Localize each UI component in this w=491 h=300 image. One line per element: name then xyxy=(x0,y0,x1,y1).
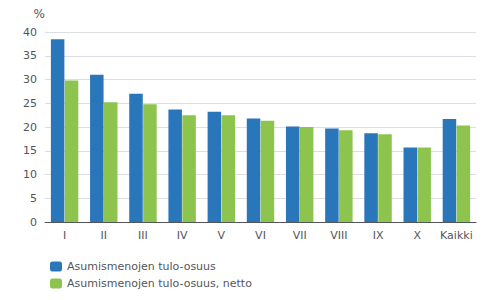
svg-text:III: III xyxy=(138,229,148,242)
svg-text:V: V xyxy=(218,229,226,242)
svg-text:VI: VI xyxy=(255,229,266,242)
svg-text:40: 40 xyxy=(23,26,37,39)
svg-text:30: 30 xyxy=(23,73,37,86)
svg-text:Asumismenojen tulo-osuus, nett: Asumismenojen tulo-osuus, netto xyxy=(67,277,252,290)
svg-text:I: I xyxy=(63,229,66,242)
svg-text:35: 35 xyxy=(23,49,37,62)
svg-text:20: 20 xyxy=(23,121,37,134)
svg-text:15: 15 xyxy=(23,144,37,157)
svg-text:Kaikki: Kaikki xyxy=(440,229,473,242)
svg-text:IX: IX xyxy=(373,229,384,242)
svg-text:25: 25 xyxy=(23,97,37,110)
svg-text:II: II xyxy=(101,229,108,242)
svg-text:10: 10 xyxy=(23,168,37,181)
svg-text:VII: VII xyxy=(293,229,307,242)
svg-text:%: % xyxy=(34,7,45,21)
svg-text:Asumismenojen tulo-osuus: Asumismenojen tulo-osuus xyxy=(67,260,216,273)
svg-text:IV: IV xyxy=(177,229,188,242)
svg-text:0: 0 xyxy=(30,216,37,229)
svg-text:5: 5 xyxy=(30,192,37,205)
svg-text:VIII: VIII xyxy=(330,229,347,242)
svg-text:X: X xyxy=(413,229,421,242)
